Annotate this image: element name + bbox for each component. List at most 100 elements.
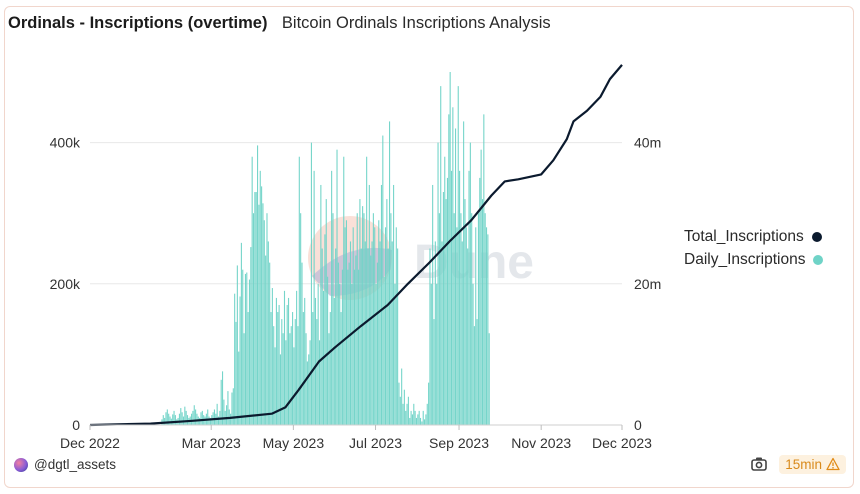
daily-bar bbox=[172, 414, 174, 425]
y-left-tick-label: 400k bbox=[50, 135, 81, 151]
daily-bar bbox=[316, 319, 318, 425]
legend-item-total[interactable]: Total_Inscriptions bbox=[684, 225, 823, 248]
daily-bar bbox=[306, 361, 308, 425]
daily-bar bbox=[353, 269, 356, 425]
daily-bar bbox=[362, 206, 364, 425]
y-left-tick-label: 0 bbox=[72, 417, 80, 433]
daily-bar bbox=[441, 241, 443, 425]
daily-bar bbox=[442, 192, 444, 425]
refresh-badge[interactable]: 15min bbox=[779, 454, 846, 474]
daily-bar bbox=[185, 410, 187, 425]
daily-bar bbox=[368, 184, 370, 425]
daily-bar bbox=[300, 213, 302, 425]
author-name: @dgtl_assets bbox=[34, 457, 116, 472]
daily-bar bbox=[285, 340, 287, 425]
daily-bar bbox=[393, 184, 395, 425]
daily-bar bbox=[195, 409, 197, 425]
daily-bar bbox=[230, 413, 232, 425]
daily-bar bbox=[277, 312, 279, 425]
daily-bar bbox=[413, 403, 415, 425]
daily-bar bbox=[344, 227, 346, 425]
daily-bar bbox=[231, 392, 233, 425]
daily-bar bbox=[483, 114, 485, 426]
daily-bar bbox=[279, 354, 282, 425]
daily-bar bbox=[426, 403, 428, 425]
daily-bar bbox=[401, 368, 403, 425]
daily-bar bbox=[191, 413, 193, 425]
daily-bar bbox=[347, 269, 349, 425]
daily-bar bbox=[313, 170, 315, 425]
daily-bar bbox=[262, 203, 264, 425]
daily-bar bbox=[296, 290, 298, 425]
daily-bar bbox=[367, 248, 369, 425]
daily-bar bbox=[271, 288, 273, 425]
daily-bar bbox=[472, 283, 474, 425]
daily-bar bbox=[213, 409, 216, 425]
daily-bar bbox=[309, 340, 311, 425]
daily-bar bbox=[263, 220, 265, 425]
daily-bar bbox=[304, 297, 306, 425]
daily-bar bbox=[238, 351, 240, 425]
daily-bar bbox=[275, 297, 277, 425]
x-tick-label: Dec 2023 bbox=[592, 435, 652, 451]
daily-bar bbox=[467, 248, 469, 425]
daily-bar bbox=[301, 262, 303, 425]
daily-bar bbox=[255, 192, 257, 425]
daily-bar bbox=[409, 417, 411, 425]
daily-bar bbox=[250, 247, 252, 425]
camera-icon[interactable] bbox=[749, 454, 769, 474]
y-right-tick-label: 0 bbox=[634, 417, 642, 433]
daily-bar bbox=[360, 248, 362, 425]
legend-dot-total-icon bbox=[811, 231, 822, 242]
daily-bar bbox=[415, 417, 418, 425]
daily-bar bbox=[366, 156, 368, 425]
daily-bar bbox=[207, 409, 209, 425]
daily-bar bbox=[358, 269, 360, 425]
daily-bar bbox=[387, 248, 389, 425]
daily-bar bbox=[243, 333, 245, 425]
daily-bar bbox=[274, 347, 276, 425]
daily-bar bbox=[270, 312, 272, 425]
daily-bar bbox=[448, 114, 450, 426]
daily-bar bbox=[320, 184, 322, 425]
chart-subtitle: Bitcoin Ordinals Inscriptions Analysis bbox=[281, 14, 551, 32]
daily-bar bbox=[487, 234, 489, 425]
daily-bar bbox=[221, 371, 224, 425]
daily-bar bbox=[343, 156, 345, 425]
daily-bar bbox=[340, 312, 342, 425]
daily-bar bbox=[199, 417, 201, 425]
daily-bar bbox=[376, 262, 378, 425]
daily-bar bbox=[226, 405, 228, 425]
daily-bar bbox=[252, 213, 255, 425]
daily-bar bbox=[178, 413, 180, 425]
legend-item-daily[interactable]: Daily_Inscriptions bbox=[684, 248, 824, 271]
daily-bar bbox=[239, 296, 241, 425]
daily-bar bbox=[444, 156, 446, 425]
daily-bar bbox=[445, 199, 447, 425]
daily-bar bbox=[317, 283, 319, 425]
daily-bar bbox=[436, 283, 438, 425]
author-credit[interactable]: @dgtl_assets bbox=[14, 457, 116, 472]
daily-bar bbox=[425, 414, 427, 425]
daily-bar bbox=[450, 170, 453, 425]
daily-bar bbox=[223, 399, 225, 425]
daily-bar bbox=[410, 410, 412, 425]
daily-bar bbox=[437, 142, 439, 425]
daily-bar bbox=[251, 156, 253, 425]
daily-bar bbox=[411, 414, 413, 425]
footer-actions: 15min bbox=[749, 454, 846, 474]
x-tick-label: Sep 2023 bbox=[429, 435, 489, 451]
daily-bar bbox=[407, 396, 409, 425]
daily-bar bbox=[336, 149, 338, 425]
daily-bar bbox=[488, 333, 490, 425]
daily-bar bbox=[282, 333, 284, 425]
daily-bar bbox=[382, 135, 384, 426]
daily-bar bbox=[293, 347, 295, 425]
daily-bar bbox=[359, 199, 361, 425]
daily-bar bbox=[403, 389, 405, 425]
daily-bar bbox=[242, 269, 244, 425]
warning-icon bbox=[826, 457, 840, 471]
daily-bar bbox=[192, 410, 194, 425]
daily-bar bbox=[398, 382, 400, 425]
daily-bar bbox=[424, 419, 426, 425]
